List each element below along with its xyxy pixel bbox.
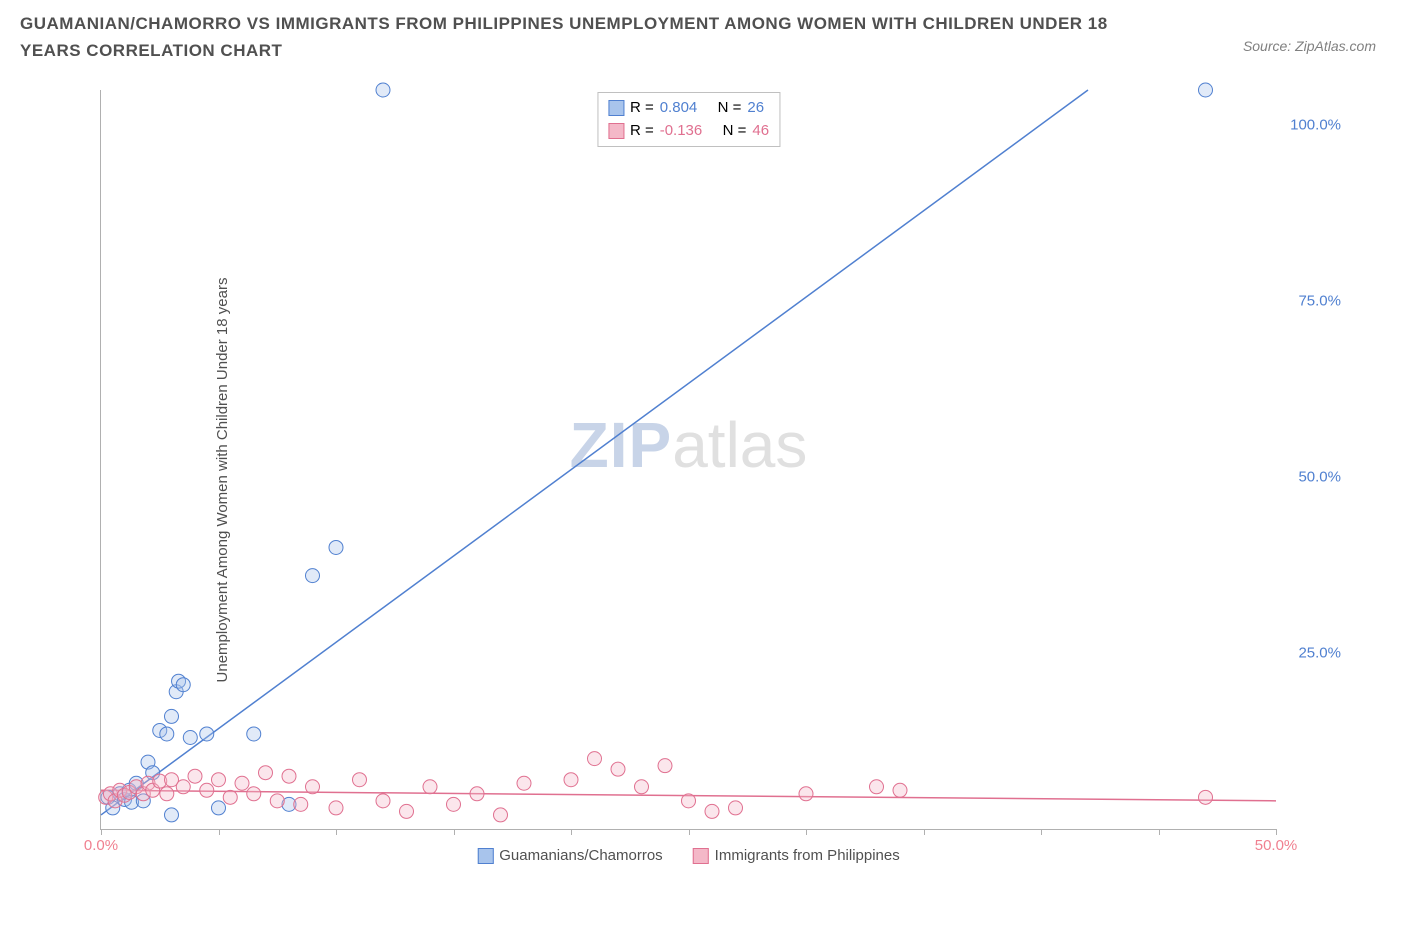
stats-row-series-a: R = 0.804 N = 26 [608, 97, 769, 120]
legend: Guamanians/Chamorros Immigrants from Phi… [477, 847, 899, 864]
swatch-series-a [608, 100, 624, 116]
x-tick-mark [689, 829, 690, 835]
y-tick-label: 100.0% [1290, 117, 1341, 134]
y-tick-label: 75.0% [1298, 293, 1341, 310]
r-label: R = [630, 120, 654, 143]
x-tick-mark [101, 829, 102, 835]
x-tick-label: 50.0% [1255, 837, 1298, 854]
r-value-b: -0.136 [660, 120, 703, 143]
plot-region: ZIPatlas R = 0.804 N = 26 R = -0.136 N =… [100, 90, 1276, 830]
stats-box: R = 0.804 N = 26 R = -0.136 N = 46 [597, 92, 780, 147]
x-tick-mark [219, 829, 220, 835]
x-tick-mark [924, 829, 925, 835]
chart-title: GUAMANIAN/CHAMORRO VS IMMIGRANTS FROM PH… [20, 10, 1120, 64]
swatch-series-b [608, 123, 624, 139]
x-tick-mark [806, 829, 807, 835]
legend-label-b: Immigrants from Philippines [715, 847, 900, 864]
n-label: N = [718, 97, 742, 120]
r-label: R = [630, 97, 654, 120]
x-tick-mark [571, 829, 572, 835]
chart-header: GUAMANIAN/CHAMORRO VS IMMIGRANTS FROM PH… [20, 10, 1386, 64]
x-tick-mark [1041, 829, 1042, 835]
x-tick-mark [1276, 829, 1277, 835]
chart-area: Unemployment Among Women with Children U… [60, 90, 1346, 870]
legend-swatch-b [693, 848, 709, 864]
legend-item-a: Guamanians/Chamorros [477, 847, 662, 864]
n-label: N = [723, 120, 747, 143]
n-value-a: 26 [747, 97, 764, 120]
source-attribution: Source: ZipAtlas.com [1243, 38, 1376, 54]
x-tick-label: 0.0% [84, 837, 118, 854]
y-tick-label: 25.0% [1298, 645, 1341, 662]
legend-item-b: Immigrants from Philippines [693, 847, 900, 864]
r-value-a: 0.804 [660, 97, 698, 120]
y-tick-label: 50.0% [1298, 469, 1341, 486]
x-tick-mark [454, 829, 455, 835]
scatter-plot-svg [101, 90, 1276, 829]
x-tick-mark [336, 829, 337, 835]
stats-row-series-b: R = -0.136 N = 46 [608, 120, 769, 143]
x-tick-mark [1159, 829, 1160, 835]
legend-label-a: Guamanians/Chamorros [499, 847, 662, 864]
legend-swatch-a [477, 848, 493, 864]
n-value-b: 46 [752, 120, 769, 143]
